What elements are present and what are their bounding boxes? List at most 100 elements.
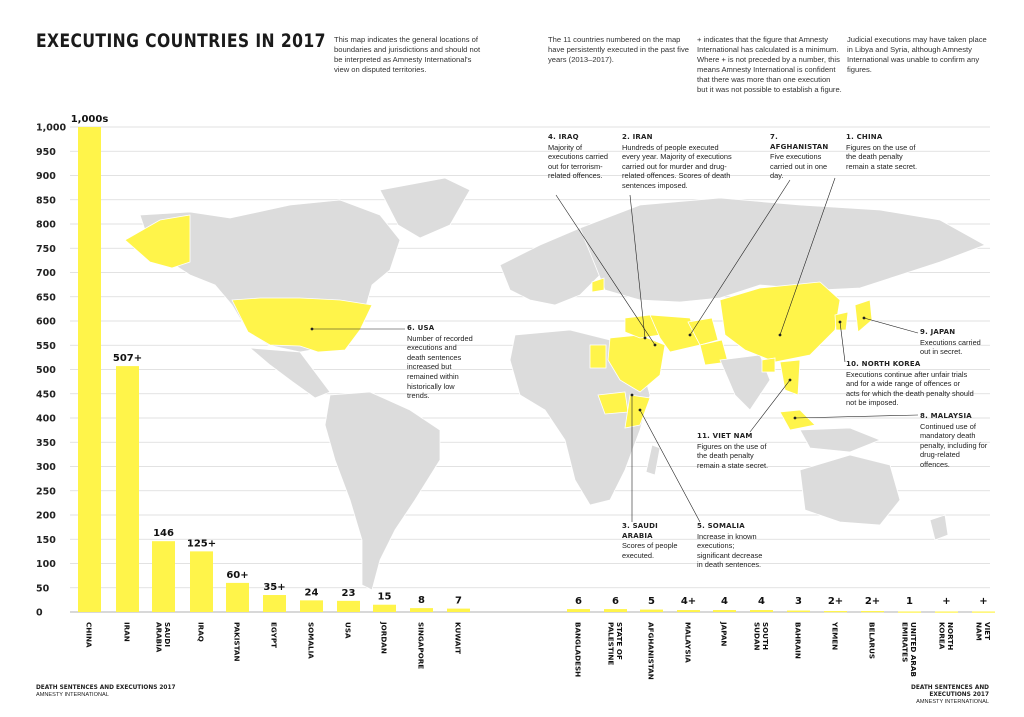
category-label: MALAYSIA (684, 622, 693, 663)
svg-text:KUWAIT: KUWAIT (454, 622, 463, 654)
data-label: 146 (153, 528, 174, 539)
category-label: KUWAIT (454, 622, 463, 654)
y-tick-label: 100 (36, 559, 56, 570)
bar-malaysia (677, 610, 700, 612)
data-label: 3 (795, 596, 802, 607)
svg-text:JAPAN: JAPAN (720, 621, 729, 646)
category-label: CHINA (85, 622, 94, 648)
svg-text:VIET: VIET (983, 622, 992, 640)
y-tick-label: 900 (36, 171, 56, 182)
bar-japan (713, 610, 736, 612)
y-tick-label: 150 (36, 535, 56, 546)
leader-line (863, 317, 919, 334)
svg-text:ARABIA: ARABIA (154, 622, 163, 653)
svg-text:JORDAN: JORDAN (380, 621, 389, 654)
bar-iran (116, 366, 139, 612)
bar-south-sudan (750, 610, 773, 612)
data-label: 4+ (681, 596, 696, 607)
svg-text:SOMALIA: SOMALIA (307, 622, 316, 659)
data-label: + (942, 596, 950, 607)
svg-text:SINGAPORE: SINGAPORE (417, 622, 426, 669)
leader-line (689, 179, 791, 336)
map-usa (231, 297, 373, 353)
map-china (719, 281, 841, 363)
svg-text:IRAQ: IRAQ (197, 622, 206, 642)
y-tick-label: 950 (36, 147, 56, 158)
svg-text:SUDAN: SUDAN (752, 622, 761, 651)
y-tick-label: 250 (36, 486, 56, 497)
y-tick-label: 700 (36, 268, 56, 279)
svg-text:IRAN: IRAN (123, 622, 132, 642)
category-label: PAKISTAN (233, 622, 242, 662)
data-label: 125+ (187, 538, 216, 549)
y-tick-label: 850 (36, 195, 56, 206)
note-numbered: The 11 countries numbered on the map hav… (548, 35, 689, 64)
bar-yemen (824, 611, 847, 613)
svg-text:NAM: NAM (974, 622, 983, 641)
leader-line (839, 321, 846, 363)
y-tick-label: 550 (36, 341, 56, 352)
map-egypt (589, 344, 607, 369)
data-label: 2+ (828, 596, 843, 607)
data-label: 8 (418, 595, 425, 606)
svg-text:PAKISTAN: PAKISTAN (233, 622, 242, 662)
map-japan (854, 299, 873, 333)
footer-left: DEATH SENTENCES AND EXECUTIONS 2017 AMNES… (36, 685, 176, 698)
annotation-malaysia: 8. MALAYSIA Continued use of mandatory de… (920, 412, 988, 469)
y-tick-label: 450 (36, 389, 56, 400)
y-tick-label: 50 (36, 583, 50, 594)
svg-text:CHINA: CHINA (85, 622, 94, 648)
category-label: SOMALIA (307, 622, 316, 659)
bar-state-of-palestine (604, 609, 627, 612)
category-label: JORDAN (380, 621, 389, 654)
bar-singapore (410, 608, 433, 612)
data-label: 2+ (865, 596, 880, 607)
y-tick-label: 600 (36, 317, 56, 328)
map-malaysia (779, 409, 816, 431)
y-tick-label: 350 (36, 438, 56, 449)
bar-bahrain (787, 610, 810, 612)
leader-line (639, 409, 701, 523)
y-tick-label: 200 (36, 511, 56, 522)
leader-line (555, 194, 656, 346)
category-label: IRAQ (197, 622, 206, 642)
category-label: AFGHANISTAN (647, 622, 656, 680)
svg-text:KOREA: KOREA (937, 622, 946, 650)
svg-text:UNITED ARAB: UNITED ARAB (909, 622, 918, 677)
leader-line (794, 414, 919, 419)
category-label: EGYPT (270, 622, 279, 648)
category-label: IRAN (123, 622, 132, 642)
svg-text:USA: USA (344, 622, 353, 639)
map-afghanistan (687, 317, 719, 346)
bar-bangladesh (567, 609, 590, 612)
annotation-somalia: 5. SOMALIA Increase in known executions; … (697, 522, 763, 570)
data-label: 6 (575, 596, 582, 607)
y-tick-label: 1,000 (36, 123, 66, 134)
y-tick-label: 750 (36, 244, 56, 255)
annotation-north-korea: 10. NORTH KOREA Executions continue after… (846, 360, 974, 408)
bar-united-arab-emirates (898, 611, 921, 613)
svg-text:SAUDI: SAUDI (163, 622, 172, 647)
note-plus: + indicates that the figure that Amnesty… (697, 35, 842, 94)
annotation-usa: 6. USA Number of recorded executions and … (407, 324, 473, 401)
map-bangladesh (761, 357, 776, 373)
map-iran (649, 314, 701, 353)
category-label: BAHRAIN (794, 622, 803, 659)
map-belarus (591, 277, 605, 293)
y-tick-label: 650 (36, 292, 56, 303)
category-label: USA (344, 622, 353, 639)
svg-text:PALESTINE: PALESTINE (606, 622, 615, 665)
map-alaska (124, 214, 191, 269)
svg-text:SOUTH: SOUTH (761, 622, 770, 650)
data-label: 4 (758, 596, 765, 607)
svg-text:BANGLADESH: BANGLADESH (574, 622, 583, 677)
data-label: + (979, 596, 987, 607)
svg-text:YEMEN: YEMEN (831, 621, 840, 650)
annotation-japan: 9. JAPAN Executions carried out in secret… (920, 328, 981, 357)
annotation-china: 1. CHINA Figures on the use of the death … (846, 133, 918, 171)
